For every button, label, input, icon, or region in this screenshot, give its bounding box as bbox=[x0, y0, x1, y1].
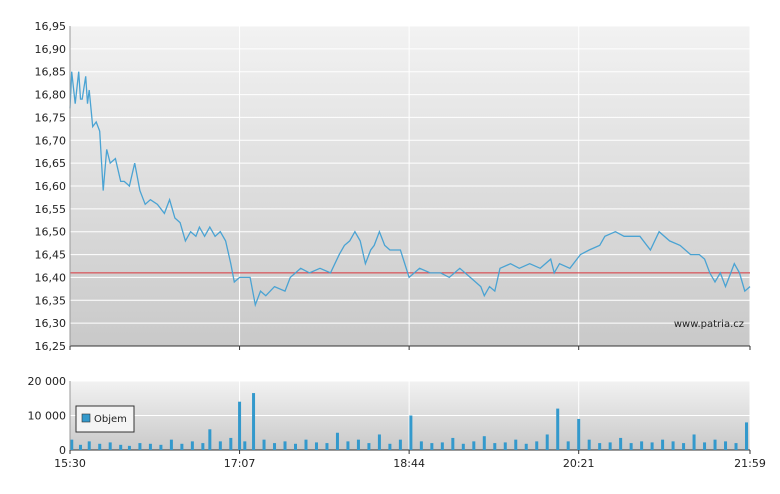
y-tick-label: 16,65 bbox=[35, 157, 67, 170]
volume-bar bbox=[148, 443, 152, 450]
volume-bar bbox=[661, 439, 665, 450]
x-tick-label: 17:07 bbox=[224, 457, 256, 470]
volume-bar bbox=[545, 434, 549, 450]
y-tick-label: 16,55 bbox=[35, 203, 67, 216]
volume-bar bbox=[734, 443, 738, 450]
x-tick-label: 20:21 bbox=[563, 457, 595, 470]
legend-swatch bbox=[81, 413, 91, 423]
volume-bar bbox=[472, 441, 476, 450]
y-tick-label: 16,40 bbox=[35, 271, 67, 284]
volume-bar bbox=[629, 443, 633, 450]
x-tick-label: 15:30 bbox=[54, 457, 86, 470]
volume-bar bbox=[703, 442, 707, 450]
volume-bar bbox=[78, 444, 82, 450]
volume-bar bbox=[262, 439, 266, 450]
volume-bar bbox=[294, 443, 298, 450]
volume-bar bbox=[419, 441, 423, 450]
volume-bar bbox=[440, 442, 444, 450]
y-tick-label: 16,80 bbox=[35, 89, 67, 102]
volume-bar bbox=[598, 443, 602, 450]
volume-bar bbox=[252, 393, 256, 450]
volume-bar bbox=[325, 443, 329, 450]
volume-bar bbox=[503, 442, 507, 450]
volume-bar bbox=[608, 442, 612, 450]
volume-bar bbox=[388, 443, 392, 450]
volume-bar bbox=[482, 436, 486, 450]
volume-bar bbox=[556, 408, 560, 450]
volume-bar bbox=[70, 439, 74, 450]
volume-bar bbox=[273, 443, 277, 450]
volume-bar bbox=[587, 439, 591, 450]
watermark: www.patria.cz bbox=[674, 319, 744, 330]
volume-bar bbox=[367, 443, 371, 450]
volume-bar bbox=[524, 443, 528, 450]
volume-bar bbox=[98, 443, 102, 450]
volume-bar bbox=[304, 439, 308, 450]
volume-bar bbox=[138, 443, 142, 450]
y-tick-label: 16,75 bbox=[35, 111, 67, 124]
volume-bar bbox=[650, 442, 654, 450]
volume-bar bbox=[398, 439, 402, 450]
volume-bar bbox=[514, 439, 518, 450]
y-tick-label: 16,50 bbox=[35, 226, 67, 239]
volume-bar bbox=[682, 443, 686, 450]
volume-bar bbox=[461, 443, 465, 450]
volume-bar bbox=[713, 439, 717, 450]
volume-bar bbox=[208, 429, 212, 450]
volume-bar bbox=[180, 443, 184, 450]
volume-bar bbox=[409, 415, 413, 450]
volume-bar bbox=[87, 441, 91, 450]
y-tick-label: 16,85 bbox=[35, 66, 67, 79]
volume-bar bbox=[356, 439, 360, 450]
volume-bar bbox=[566, 441, 570, 450]
volume-bar bbox=[493, 443, 497, 450]
volume-bar bbox=[619, 437, 623, 450]
volume-bar bbox=[346, 441, 350, 450]
volume-bar bbox=[108, 442, 112, 450]
x-tick-label: 21:59 bbox=[734, 457, 766, 470]
volume-bar bbox=[430, 443, 434, 450]
y-tick-label: 20 000 bbox=[28, 375, 67, 388]
volume-bar bbox=[640, 441, 644, 450]
volume-bar bbox=[190, 441, 194, 450]
legend-label: Objem bbox=[94, 414, 127, 425]
y-tick-label: 10 000 bbox=[28, 410, 67, 423]
volume-bar bbox=[169, 439, 173, 450]
y-tick-label: 16,95 bbox=[35, 20, 67, 33]
volume-bar bbox=[335, 432, 339, 450]
price-line bbox=[69, 71, 751, 308]
y-tick-label: 16,35 bbox=[35, 294, 67, 307]
volume-bar bbox=[229, 437, 233, 450]
y-tick-label: 16,30 bbox=[35, 317, 67, 330]
volume-bar bbox=[119, 444, 123, 450]
volume-bar bbox=[127, 445, 131, 450]
x-tick-label: 18:44 bbox=[393, 457, 425, 470]
volume-bar bbox=[218, 441, 222, 450]
volume-bar bbox=[243, 441, 247, 450]
y-tick-label: 16,25 bbox=[35, 340, 67, 353]
y-tick-label: 16,45 bbox=[35, 249, 67, 262]
volume-bar bbox=[535, 441, 539, 450]
volume-bar bbox=[377, 434, 381, 450]
volume-bar bbox=[159, 444, 163, 450]
volume-bar bbox=[577, 418, 581, 450]
volume-bar bbox=[201, 443, 205, 450]
volume-bar bbox=[671, 441, 675, 450]
y-tick-label: 16,90 bbox=[35, 43, 67, 56]
volume-bar bbox=[314, 442, 318, 450]
volume-bar bbox=[283, 441, 287, 450]
volume-bar bbox=[745, 422, 749, 450]
volume-bar bbox=[451, 437, 455, 450]
y-tick-label: 0 bbox=[59, 444, 66, 457]
volume-bar bbox=[238, 401, 242, 450]
volume-bar bbox=[724, 441, 728, 450]
volume-bar bbox=[692, 434, 696, 450]
y-tick-label: 16,70 bbox=[35, 134, 67, 147]
y-tick-label: 16,60 bbox=[35, 180, 67, 193]
